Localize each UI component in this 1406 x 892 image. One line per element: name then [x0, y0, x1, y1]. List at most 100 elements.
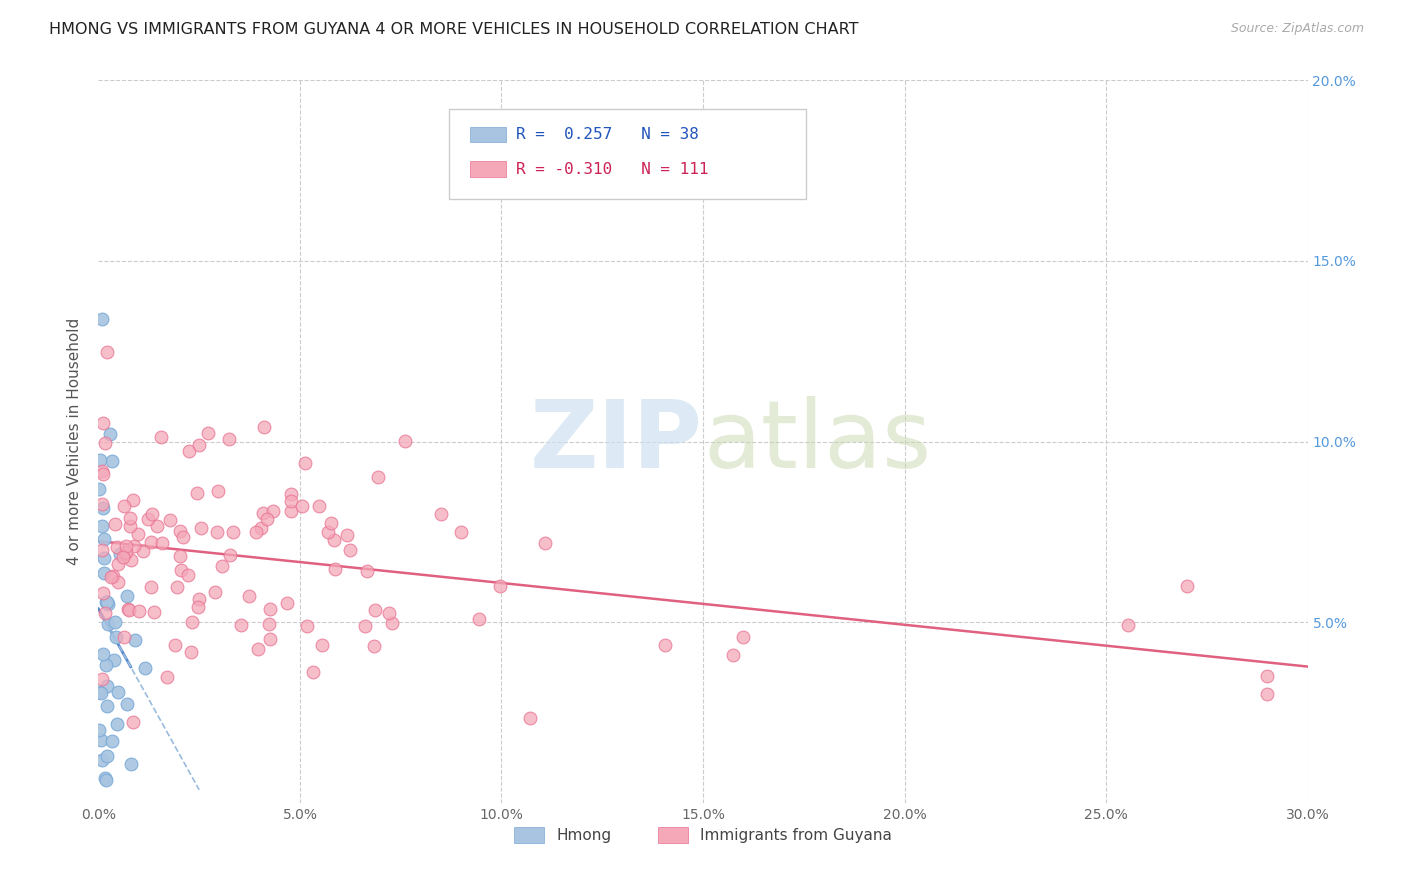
Point — [122, 539, 145, 553]
Point — [363, 639, 385, 653]
Point — [211, 559, 233, 574]
Point — [91, 647, 114, 661]
Point — [142, 605, 165, 619]
Point — [128, 604, 150, 618]
Point — [170, 563, 193, 577]
Point — [87, 723, 110, 738]
Point — [186, 485, 208, 500]
Point — [118, 519, 141, 533]
Point — [93, 551, 115, 566]
Point — [1175, 579, 1198, 593]
Point — [107, 685, 129, 699]
Point — [96, 749, 118, 764]
Point — [308, 499, 330, 513]
Point — [100, 569, 122, 583]
Point — [180, 615, 202, 630]
Point — [97, 617, 120, 632]
Point — [105, 540, 128, 554]
Point — [262, 504, 284, 518]
Point — [280, 486, 302, 500]
Point — [316, 524, 339, 539]
Text: ZIP: ZIP — [530, 395, 703, 488]
Point — [222, 524, 245, 539]
Point — [1256, 687, 1278, 701]
Point — [91, 467, 114, 482]
Point — [256, 512, 278, 526]
Point — [91, 416, 114, 430]
Point — [149, 430, 172, 444]
Point — [112, 500, 135, 514]
Point — [245, 524, 267, 539]
Point — [89, 483, 111, 497]
Point — [336, 528, 359, 542]
Point — [169, 549, 191, 563]
Point — [91, 586, 114, 600]
Point — [159, 513, 181, 527]
Point — [117, 698, 139, 712]
Text: R = -0.310   N = 111: R = -0.310 N = 111 — [516, 161, 709, 177]
Point — [229, 618, 252, 632]
Point — [117, 590, 139, 604]
Y-axis label: 4 or more Vehicles in Household: 4 or more Vehicles in Household — [67, 318, 83, 566]
Point — [94, 771, 117, 785]
Point — [311, 638, 333, 652]
Point — [93, 566, 115, 581]
Point — [377, 607, 399, 621]
Point — [364, 603, 387, 617]
Point — [488, 579, 510, 593]
Point — [107, 574, 129, 589]
Point — [280, 504, 302, 518]
Point — [96, 595, 118, 609]
Point — [98, 426, 121, 441]
Point — [295, 618, 318, 632]
Point — [247, 641, 270, 656]
Point — [101, 569, 124, 583]
Point — [127, 527, 149, 541]
Point — [136, 512, 159, 526]
Point — [124, 633, 146, 648]
Point — [323, 533, 346, 547]
Point — [257, 616, 280, 631]
Point — [96, 699, 118, 714]
Point — [205, 525, 228, 540]
Point — [91, 501, 114, 516]
Point — [104, 516, 127, 531]
Point — [290, 500, 312, 514]
Point — [111, 550, 134, 565]
Point — [325, 562, 347, 576]
Point — [356, 564, 378, 578]
Point — [177, 443, 200, 458]
Point — [354, 619, 377, 633]
Point — [197, 426, 219, 441]
Point — [117, 602, 139, 616]
Point — [94, 773, 117, 788]
Point — [187, 438, 209, 452]
Point — [1256, 669, 1278, 683]
FancyBboxPatch shape — [449, 109, 806, 200]
Point — [150, 536, 173, 550]
Point — [146, 519, 169, 533]
Point — [93, 532, 115, 546]
Point — [91, 672, 114, 686]
Point — [91, 752, 114, 766]
Point — [519, 711, 541, 725]
Point — [165, 638, 187, 652]
Point — [187, 600, 209, 615]
Point — [250, 521, 273, 535]
Point — [94, 595, 117, 609]
Point — [103, 653, 125, 667]
Point — [96, 679, 118, 693]
Point — [90, 733, 112, 747]
Point — [104, 615, 127, 629]
Point — [294, 456, 316, 470]
Point — [166, 581, 188, 595]
Point — [339, 542, 361, 557]
Point — [280, 493, 302, 508]
Point — [177, 567, 200, 582]
Point — [319, 516, 342, 530]
Point — [134, 661, 156, 675]
Point — [94, 436, 117, 450]
Point — [122, 715, 145, 730]
Point — [91, 497, 114, 511]
Text: HMONG VS IMMIGRANTS FROM GUYANA 4 OR MORE VEHICLES IN HOUSEHOLD CORRELATION CHAR: HMONG VS IMMIGRANTS FROM GUYANA 4 OR MOR… — [49, 22, 859, 37]
